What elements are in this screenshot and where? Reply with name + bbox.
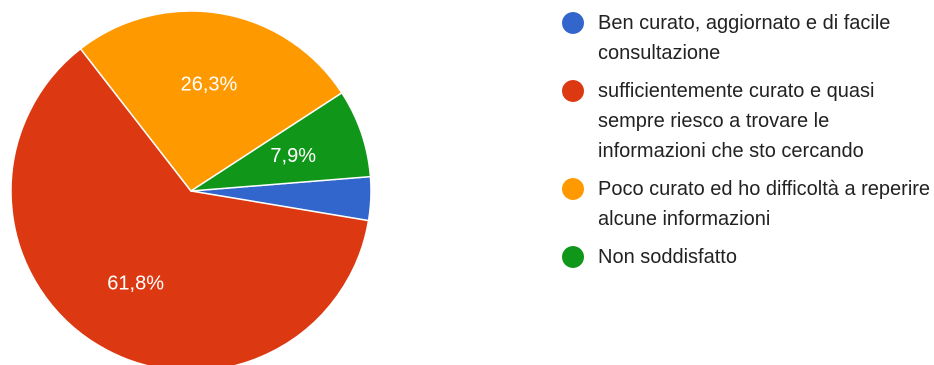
pie-slice-sufficientemente-curato[interactable] xyxy=(10,47,370,365)
pie-slice-poco-curato[interactable] xyxy=(79,10,343,193)
pie-chart: 61,8% 26,3% 7,9% xyxy=(10,10,372,365)
legend-swatch-sufficientemente-curato xyxy=(562,80,584,102)
legend-swatch-ben-curato xyxy=(562,12,584,34)
slice-label-poco-curato: 26,3% xyxy=(181,74,238,96)
legend-item-ben-curato[interactable]: Ben curato, aggiornato e di facile consu… xyxy=(562,8,934,68)
legend-item-poco-curato[interactable]: Poco curato ed ho difficoltà a reperire … xyxy=(562,174,934,234)
legend-label-ben-curato: Ben curato, aggiornato e di facile consu… xyxy=(598,12,891,64)
slice-label-sufficientemente-curato: 61,8% xyxy=(107,273,164,295)
legend-item-sufficientemente-curato[interactable]: sufficientemente curato e quasi sempre r… xyxy=(562,76,934,166)
slice-label-non-soddisfatto: 7,9% xyxy=(270,145,316,167)
legend-item-non-soddisfatto[interactable]: Non soddisfatto xyxy=(562,242,934,272)
legend-label-poco-curato: Poco curato ed ho difficoltà a reperire … xyxy=(598,178,931,230)
legend: Ben curato, aggiornato e di facile consu… xyxy=(562,8,934,280)
legend-swatch-poco-curato xyxy=(562,178,584,200)
pie-slice-non-soddisfatto[interactable] xyxy=(190,91,372,192)
legend-label-non-soddisfatto: Non soddisfatto xyxy=(598,246,737,268)
legend-label-sufficientemente-curato: sufficientemente curato e quasi sempre r… xyxy=(598,80,875,162)
legend-swatch-non-soddisfatto xyxy=(562,246,584,268)
